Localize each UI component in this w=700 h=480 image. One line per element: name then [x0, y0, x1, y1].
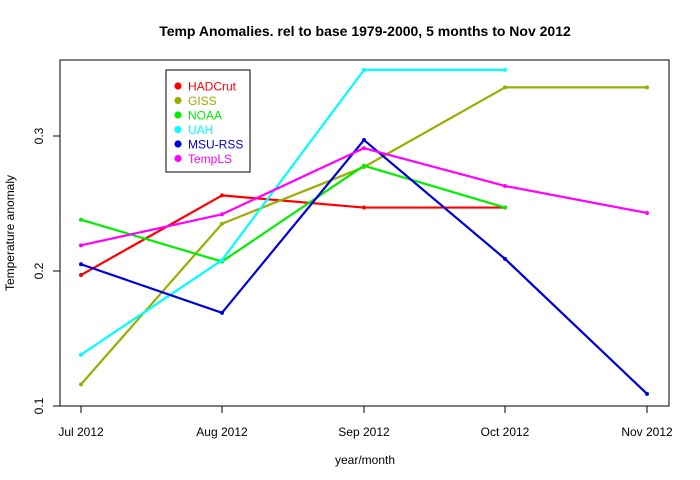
x-tick-label: Sep 2012 — [338, 425, 390, 439]
legend-label: TempLS — [188, 152, 232, 166]
data-point-msu-rss — [79, 262, 83, 267]
data-point-msu-rss — [503, 256, 507, 261]
data-point-hadcrut — [362, 205, 366, 210]
legend-marker — [174, 140, 182, 148]
data-point-templs — [79, 243, 83, 248]
legend-label: NOAA — [188, 109, 222, 123]
series-giss — [79, 85, 649, 387]
series-msu-rss — [79, 138, 649, 396]
series-line-msu-rss — [80, 138, 648, 395]
series-line-hadcrut — [80, 194, 505, 277]
data-point-hadcrut — [220, 193, 224, 198]
data-point-templs — [220, 212, 224, 217]
legend-marker — [174, 82, 182, 90]
series-layer — [79, 67, 649, 396]
data-point-uah — [503, 67, 507, 72]
data-point-giss — [220, 221, 224, 226]
legend-label: MSU-RSS — [188, 138, 243, 152]
x-tick-label: Nov 2012 — [621, 425, 673, 439]
y-tick-label: 0.1 — [32, 397, 46, 414]
data-point-templs — [362, 146, 366, 151]
legend-item-uah: UAH — [174, 123, 213, 137]
y-axis-label: Temperature anomaly — [3, 175, 17, 291]
data-point-templs — [645, 210, 649, 215]
x-axis-label: year/month — [335, 453, 395, 467]
legend-marker — [174, 111, 182, 119]
data-point-templs — [503, 183, 507, 188]
data-point-uah — [362, 67, 366, 72]
x-tick-label: Oct 2012 — [481, 425, 530, 439]
chart-title: Temp Anomalies. rel to base 1979-2000, 5… — [159, 23, 571, 39]
data-point-msu-rss — [645, 391, 649, 396]
legend-marker — [174, 154, 182, 163]
legend-label: GISS — [188, 94, 217, 108]
y-axis: 0.1 0.2 0.3 — [32, 127, 61, 414]
data-point-msu-rss — [362, 138, 366, 143]
y-tick-label: 0.2 — [32, 262, 46, 279]
data-point-uah — [79, 352, 83, 357]
legend-marker — [174, 96, 182, 105]
x-tick-label: Aug 2012 — [196, 425, 248, 439]
data-point-giss — [79, 382, 83, 387]
data-point-msu-rss — [220, 310, 224, 315]
legend-label: HADCrut — [188, 80, 237, 94]
data-point-noaa — [503, 205, 507, 210]
series-uah — [79, 67, 507, 357]
legend-item-msu-rss: MSU-RSS — [174, 138, 243, 152]
legend-item-templs: TempLS — [174, 152, 232, 166]
series-line-noaa — [80, 164, 506, 263]
legend-item-hadcrut: HADCrut — [174, 80, 237, 94]
data-point-noaa — [362, 163, 366, 168]
data-point-giss — [503, 85, 507, 90]
legend-marker — [174, 125, 182, 134]
legend-label: UAH — [188, 123, 213, 137]
series-templs — [79, 146, 649, 248]
data-point-noaa — [79, 217, 83, 222]
x-tick-label: Jul 2012 — [58, 425, 104, 439]
data-point-giss — [645, 85, 649, 90]
y-tick-label: 0.3 — [32, 127, 46, 144]
data-point-uah — [220, 258, 224, 263]
x-axis: Jul 2012 Aug 2012 Sep 2012 Oct 2012 Nov 2012 — [58, 405, 673, 439]
series-noaa — [79, 163, 507, 264]
legend-item-noaa: NOAA — [174, 109, 222, 123]
plot-area-frame — [59, 59, 670, 407]
legend-item-giss: GISS — [174, 94, 217, 108]
series-line-uah — [80, 68, 505, 356]
data-point-hadcrut — [79, 273, 83, 278]
